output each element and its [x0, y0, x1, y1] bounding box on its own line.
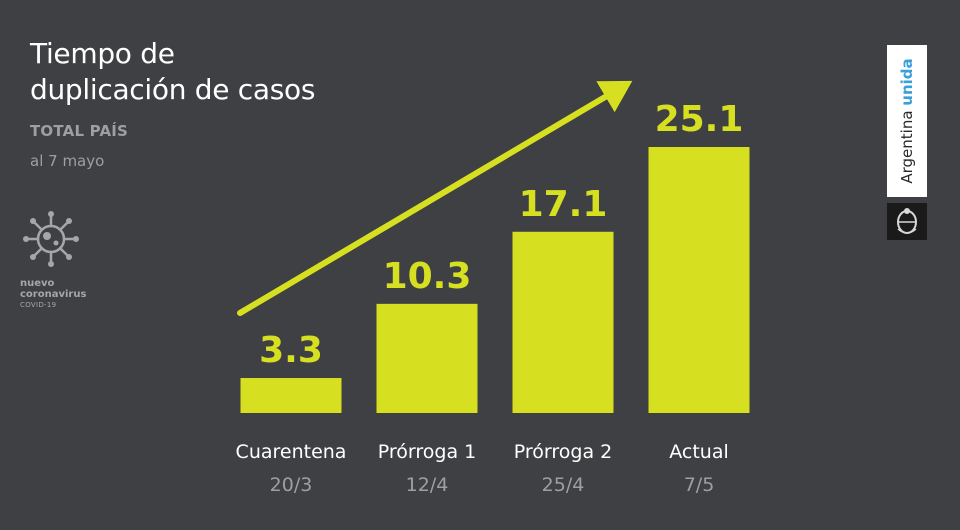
category-label-3: Actual	[669, 441, 729, 463]
coronavirus-caption: nuevo coronavirus COVID-19	[20, 278, 110, 311]
brand-panel: Argentina unida	[887, 45, 927, 197]
coronavirus-badge: nuevo coronavirus COVID-19	[20, 208, 110, 311]
chart-title: Tiempo de duplicación de casos	[30, 36, 315, 108]
date-label-0: 20/3	[270, 474, 313, 496]
bar-2	[512, 231, 614, 413]
category-label-2: Prórroga 2	[514, 441, 612, 463]
date-label-3: 7/5	[684, 474, 715, 496]
coat-of-arms-icon	[887, 203, 927, 240]
bar-value-label-2: 17.1	[519, 184, 608, 225]
bar-value-label-0: 3.3	[259, 330, 323, 371]
chart-subtitle: TOTAL PAÍS	[30, 122, 129, 140]
trend-arrow	[237, 80, 633, 316]
chart-title-line-2: duplicación de casos	[30, 73, 316, 106]
bar-value-label-3: 25.1	[655, 99, 744, 140]
coronavirus-caption-line-2: coronavirus	[20, 289, 87, 300]
date-note: al 7 mayo	[30, 152, 105, 170]
coronavirus-caption-line-3: COVID-19	[20, 301, 57, 309]
category-label-0: Cuarentena	[236, 441, 347, 463]
chart-title-line-1: Tiempo de	[30, 37, 175, 70]
date-label-2: 25/4	[542, 474, 585, 496]
bar-value-label-1: 10.3	[383, 256, 472, 297]
date-label-1: 12/4	[406, 474, 449, 496]
coronavirus-icon	[23, 211, 79, 267]
argentina-unida-logo: Argentina unida	[887, 45, 927, 240]
bar-0	[240, 378, 342, 413]
category-label-1: Prórroga 1	[378, 441, 476, 463]
bar-3	[648, 147, 750, 413]
coronavirus-caption-line-1: nuevo	[20, 278, 55, 289]
bar-1	[376, 303, 478, 413]
